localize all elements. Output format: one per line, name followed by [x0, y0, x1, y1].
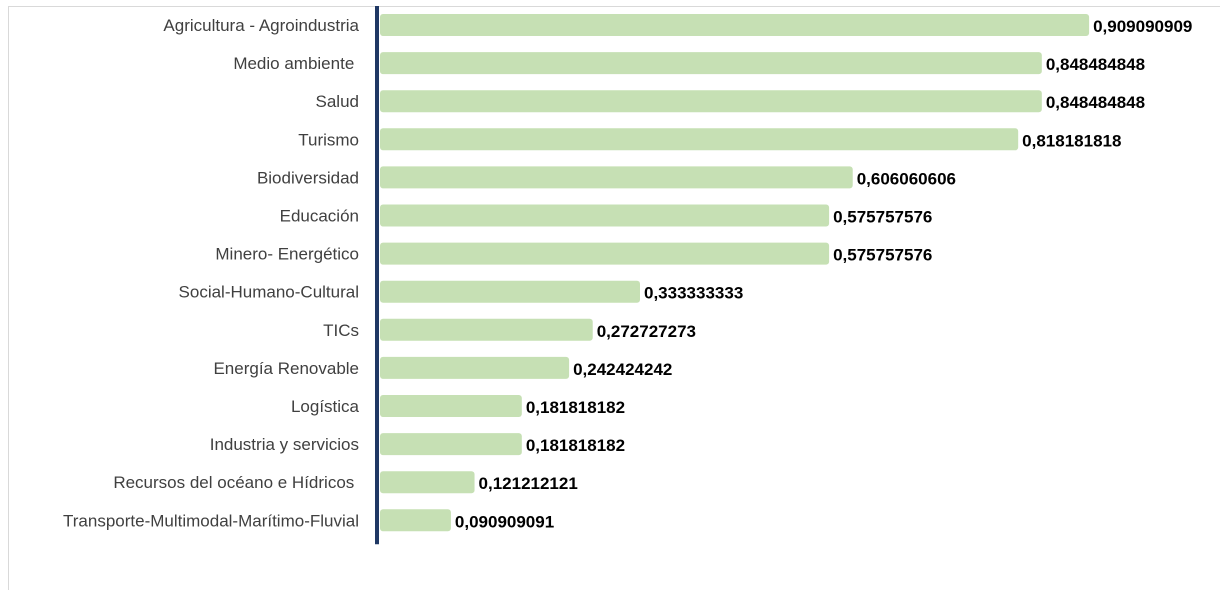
value-label: 0,575757576: [833, 246, 932, 265]
bar: [380, 90, 1042, 113]
category-label: Biodiversidad: [257, 168, 359, 187]
value-label: 0,848484848: [1046, 93, 1145, 112]
category-label: Energía Renovable: [213, 359, 359, 378]
bar: [380, 395, 522, 417]
value-label: 0,818181818: [1022, 131, 1121, 150]
value-label: 0,575757576: [833, 208, 932, 227]
bar: [380, 356, 570, 379]
bar: [380, 128, 1019, 151]
bar: [380, 242, 830, 265]
category-label: Industria y servicios: [210, 435, 359, 454]
value-label: 0,606060606: [857, 169, 956, 188]
bar: [380, 509, 451, 532]
category-label: Logística: [291, 397, 360, 416]
bar: [380, 433, 522, 456]
category-label: TICs: [323, 321, 359, 340]
bar: [380, 166, 853, 189]
value-label: 0,848484848: [1046, 55, 1145, 74]
value-label: 0,909090909: [1093, 17, 1192, 36]
bar: [380, 204, 830, 227]
bar: [380, 280, 640, 303]
bar: [380, 471, 475, 494]
value-label: 0,272727273: [597, 322, 696, 341]
value-label: 0,121212121: [479, 474, 578, 493]
category-label: Social-Humano-Cultural: [179, 283, 359, 302]
category-label: Agricultura - Agroindustria: [163, 16, 359, 35]
category-label: Medio ambiente: [233, 54, 359, 73]
bar: [380, 318, 593, 341]
category-label: Turismo: [298, 130, 359, 149]
value-label: 0,333333333: [644, 284, 743, 303]
bar: [380, 14, 1090, 36]
category-label: Recursos del océano e Hídricos: [113, 473, 359, 492]
chart-frame: [8, 6, 1220, 590]
bar: [380, 52, 1042, 75]
value-label: 0,090909091: [455, 512, 554, 531]
category-label: Transporte-Multimodal-Marítimo-Fluvial: [63, 511, 359, 530]
value-label: 0,181818182: [526, 436, 625, 455]
category-label: Educación: [280, 207, 359, 226]
category-label: Minero- Energético: [215, 245, 359, 264]
category-label: Salud: [316, 92, 359, 111]
value-label: 0,242424242: [573, 360, 672, 379]
value-label: 0,181818182: [526, 398, 625, 417]
